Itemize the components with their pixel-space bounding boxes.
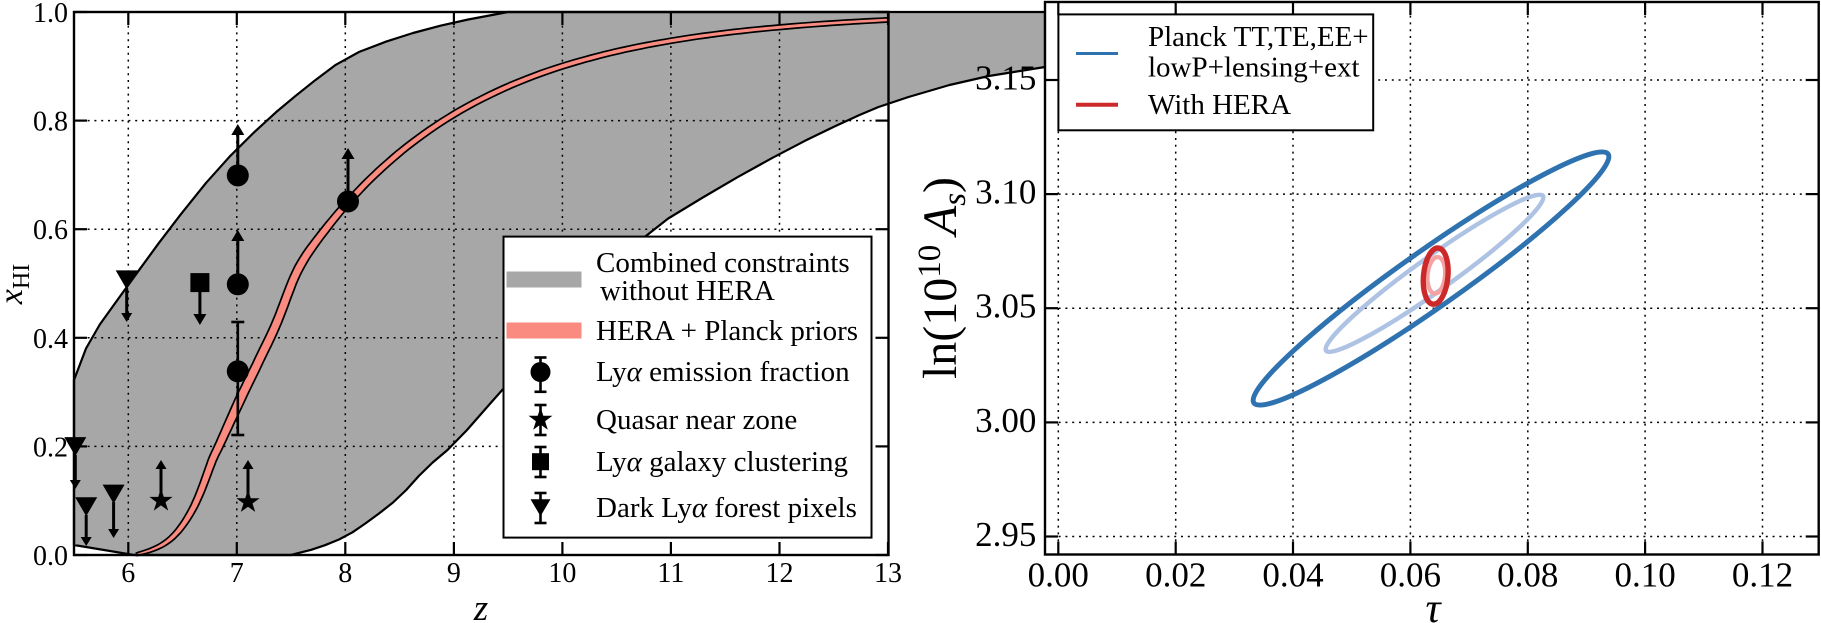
svg-text:Lyα emission fraction: Lyα emission fraction <box>596 356 850 388</box>
svg-text:2.95: 2.95 <box>975 515 1036 554</box>
svg-text:Lyα galaxy clustering: Lyα galaxy clustering <box>596 446 848 478</box>
svg-text:0.0: 0.0 <box>33 541 68 572</box>
svg-text:HERA + Planck priors: HERA + Planck priors <box>596 315 858 347</box>
svg-text:lowP+lensing+ext: lowP+lensing+ext <box>1148 52 1360 84</box>
svg-text:0.00: 0.00 <box>1028 556 1089 595</box>
svg-text:0.06: 0.06 <box>1380 556 1441 595</box>
svg-text:9: 9 <box>447 558 461 589</box>
svg-text:0.4: 0.4 <box>33 324 68 355</box>
svg-text:0.08: 0.08 <box>1497 556 1558 595</box>
svg-text:3.05: 3.05 <box>975 287 1036 326</box>
svg-text:ln(1010 As): ln(1010 As) <box>912 177 973 379</box>
svg-text:0.10: 0.10 <box>1614 556 1675 595</box>
svg-text:1.0: 1.0 <box>33 0 68 29</box>
svg-text:8: 8 <box>338 558 352 589</box>
svg-text:11: 11 <box>657 558 684 589</box>
svg-text:0.2: 0.2 <box>33 432 68 463</box>
svg-text:6: 6 <box>121 558 135 589</box>
svg-text:xHI: xHI <box>0 264 35 305</box>
svg-text:12: 12 <box>766 558 794 589</box>
svg-text:0.8: 0.8 <box>33 107 68 138</box>
svg-text:With HERA: With HERA <box>1148 89 1291 121</box>
svg-text:Combined constraints: Combined constraints <box>596 247 850 279</box>
svg-text:Dark Lyα forest pixels: Dark Lyα forest pixels <box>596 492 857 524</box>
svg-text:Quasar near zone: Quasar near zone <box>596 404 797 436</box>
svg-text:13: 13 <box>874 558 902 589</box>
svg-text:0.12: 0.12 <box>1732 556 1793 595</box>
svg-text:0.02: 0.02 <box>1145 556 1206 595</box>
svg-text:Planck TT,TE,EE+: Planck TT,TE,EE+ <box>1148 21 1369 53</box>
svg-text:z: z <box>473 588 488 623</box>
svg-text:3.10: 3.10 <box>975 173 1036 212</box>
svg-text:0.6: 0.6 <box>33 215 68 246</box>
svg-text:τ: τ <box>1425 586 1442 623</box>
svg-text:7: 7 <box>230 558 244 589</box>
svg-text:without HERA: without HERA <box>600 275 775 307</box>
svg-text:3.15: 3.15 <box>975 59 1036 98</box>
svg-text:3.00: 3.00 <box>975 401 1036 440</box>
svg-text:10: 10 <box>548 558 576 589</box>
svg-text:0.04: 0.04 <box>1262 556 1323 595</box>
